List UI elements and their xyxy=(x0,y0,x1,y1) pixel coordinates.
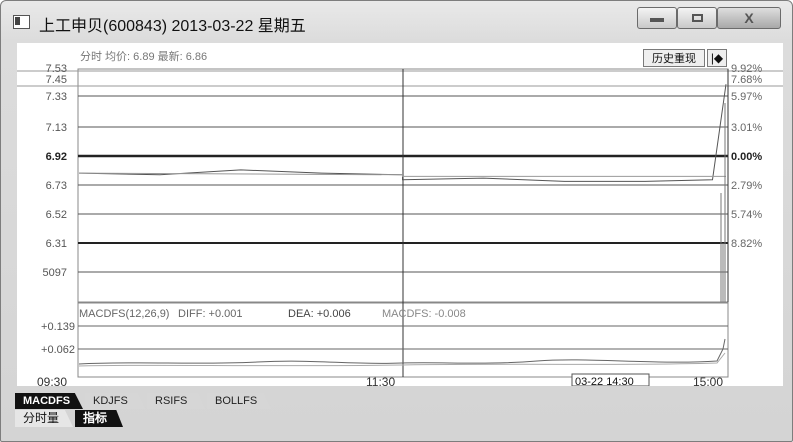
chart-area[interactable]: 分时 均价: 6.89 最新: 6.86 7.53 7.45 7.33 7.13… xyxy=(17,43,783,389)
time-label-end: 15:00 xyxy=(693,375,723,386)
pct-tick: 3.01% xyxy=(731,122,762,134)
pct-tick: 0.00% xyxy=(731,151,762,163)
price-tick: 7.45 xyxy=(46,74,67,86)
macd-diff-line xyxy=(78,338,726,365)
window-title: 上工申贝(600843) 2013-03-22 星期五 xyxy=(39,18,306,35)
indicator-tabs: MACDFS KDJFS RSIFS BOLLFS xyxy=(15,393,315,409)
macd-legend-label: MACDFS(12,26,9) xyxy=(79,308,169,320)
tab-volume[interactable]: 分时量 xyxy=(15,410,73,427)
price-tick: 6.92 xyxy=(46,151,67,163)
macd-grid xyxy=(78,325,728,350)
minimize-icon xyxy=(650,18,664,22)
pct-tick: 5.74% xyxy=(731,209,762,221)
close-button[interactable]: X xyxy=(717,7,781,29)
price-tick: 7.33 xyxy=(46,91,67,103)
chart-header: 分时 均价: 6.89 最新: 6.86 xyxy=(80,49,207,63)
volume-bars xyxy=(720,103,726,302)
macd-legend-macd: MACDFS: -0.008 xyxy=(382,308,466,320)
minimize-button[interactable] xyxy=(637,7,677,29)
pct-tick: 9.92% xyxy=(731,63,762,75)
price-tick: 6.73 xyxy=(46,180,67,192)
price-line xyxy=(78,84,727,182)
close-icon: X xyxy=(744,10,754,26)
price-tick: 6.31 xyxy=(46,238,67,250)
macd-tick: +0.062 xyxy=(41,344,75,356)
tab-rsifs[interactable]: RSIFS xyxy=(147,393,205,409)
maximize-button[interactable] xyxy=(677,7,717,29)
cursor-time: 03-22 14:30 xyxy=(575,376,634,386)
time-label-mid: 11:30 xyxy=(366,375,395,386)
title-bar[interactable]: 上工申贝(600843) 2013-03-22 星期五 X xyxy=(1,1,792,41)
price-tick: 7.53 xyxy=(46,63,67,75)
price-tick: 7.13 xyxy=(46,122,67,134)
pct-tick: 8.82% xyxy=(731,238,762,250)
tab-bollfs[interactable]: BOLLFS xyxy=(207,393,271,409)
tab-indicator[interactable]: 指标 xyxy=(75,410,123,427)
macd-dea-line xyxy=(78,352,726,367)
history-replay-button[interactable]: 历史重现 xyxy=(643,49,705,67)
history-arrow-icon[interactable]: |◆ xyxy=(707,49,727,67)
average-line xyxy=(78,172,726,177)
bottom-tabs: 分时量 指标 xyxy=(15,410,315,427)
app-icon[interactable] xyxy=(13,15,30,29)
time-label-start: 09:30 xyxy=(37,375,67,386)
maximize-icon xyxy=(691,14,703,22)
pct-tick: 5.97% xyxy=(731,91,762,103)
pct-tick: 2.79% xyxy=(731,180,762,192)
percent-axis-labels: 9.92% 7.68% 5.97% 3.01% 0.00% 2.79% 5.74… xyxy=(731,63,762,250)
macd-tick: +0.139 xyxy=(41,321,75,333)
macd-legend-dea: DEA: +0.006 xyxy=(288,308,351,320)
intraday-chart[interactable]: 分时 均价: 6.89 最新: 6.86 7.53 7.45 7.33 7.13… xyxy=(17,43,783,389)
price-axis-labels: 7.53 7.45 7.33 7.13 6.92 6.73 6.52 6.31 … xyxy=(43,63,67,279)
price-grid xyxy=(17,69,783,377)
pct-tick: 7.68% xyxy=(731,74,762,86)
macd-legend-diff: DIFF: +0.001 xyxy=(178,308,243,320)
tab-macdfs[interactable]: MACDFS xyxy=(15,393,83,409)
price-tick: 6.52 xyxy=(46,209,67,221)
volume-tick: 5097 xyxy=(43,267,67,279)
tab-kdjfs[interactable]: KDJFS xyxy=(85,393,145,409)
